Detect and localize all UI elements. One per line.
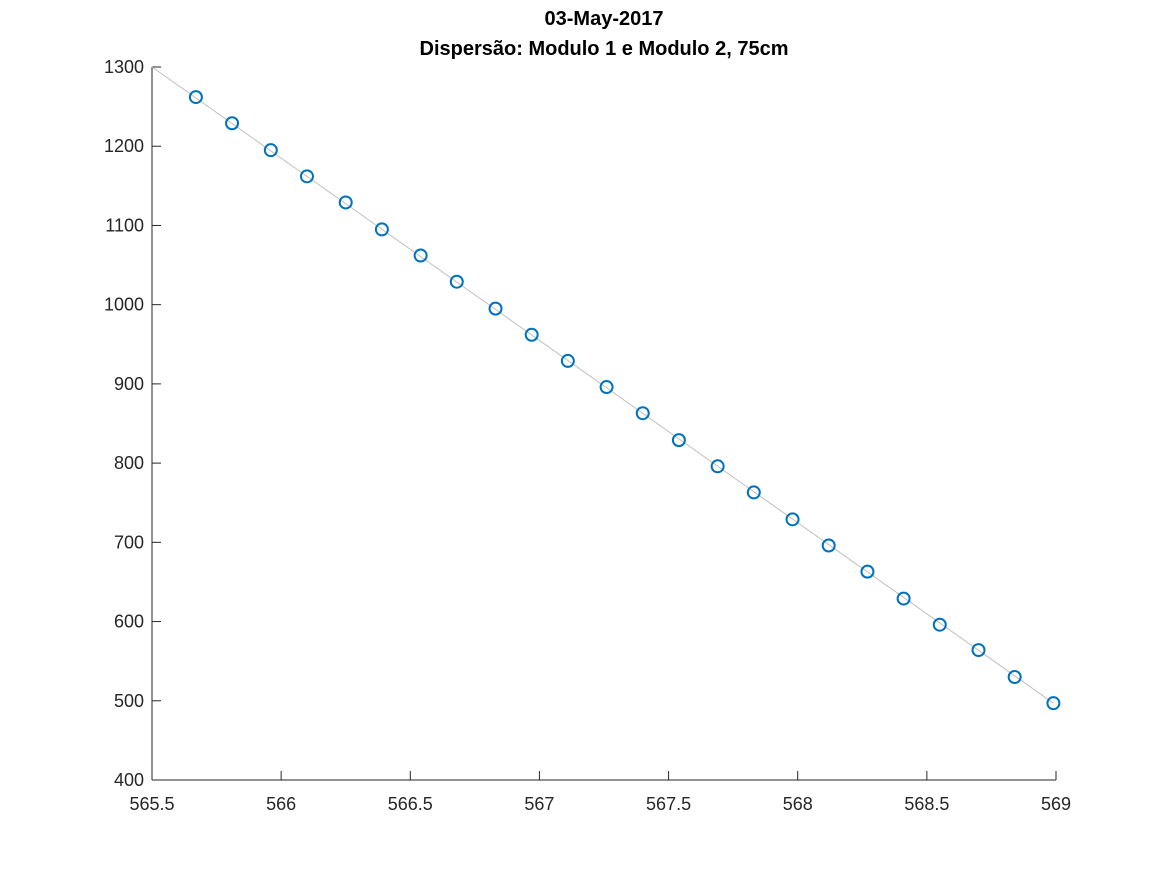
y-tick-label: 1100 (105, 215, 144, 235)
data-point (932, 617, 947, 632)
data-point (785, 512, 800, 527)
data-point (971, 643, 986, 658)
data-point (299, 169, 314, 184)
y-tick-label: 400 (114, 770, 144, 790)
data-point (896, 591, 911, 606)
data-point (338, 195, 353, 210)
data-point (599, 380, 614, 395)
y-tick-label: 500 (114, 691, 144, 711)
data-point (449, 274, 464, 289)
data-point (746, 485, 761, 500)
x-tick-label: 567 (524, 794, 554, 814)
chart-title: Dispersão: Modulo 1 e Modulo 2, 75cm (419, 38, 789, 60)
y-tick-label: 1200 (104, 136, 144, 156)
data-point (821, 538, 836, 553)
data-point (560, 353, 575, 368)
data-point (860, 564, 875, 579)
y-tick-label: 700 (114, 532, 144, 552)
data-point (488, 301, 503, 316)
data-point (413, 248, 428, 263)
data-point (188, 90, 203, 105)
data-point (263, 143, 278, 158)
x-tick-label: 566 (266, 794, 296, 814)
axes: 565.5 566 566.5 567 567.5 568 568.5 569 400 500 60… (104, 57, 1071, 814)
fit-line (151, 66, 1054, 704)
x-tick-label: 568 (783, 794, 813, 814)
data-points (188, 90, 1061, 711)
y-tick-label: 1300 (104, 57, 144, 77)
fit-line-layer (151, 66, 1054, 704)
y-tick-label: 800 (114, 453, 144, 473)
data-point (374, 222, 389, 237)
y-tick-label: 900 (114, 374, 144, 394)
x-tick-label: 567.5 (646, 794, 691, 814)
data-point (635, 406, 650, 421)
y-tick-label: 600 (114, 612, 144, 632)
data-point (524, 327, 539, 342)
data-point (710, 459, 725, 474)
data-point (671, 433, 686, 448)
data-point (1007, 670, 1022, 685)
x-tick-label: 569 (1041, 794, 1071, 814)
x-tick-label: 565.5 (129, 794, 174, 814)
x-tick-label: 568.5 (904, 794, 949, 814)
x-tick-label: 566.5 (388, 794, 433, 814)
y-tick-label: 1000 (104, 295, 144, 315)
data-point (225, 116, 240, 131)
chart-title-date: 03-May-2017 (544, 8, 664, 30)
data-point (1046, 696, 1061, 711)
